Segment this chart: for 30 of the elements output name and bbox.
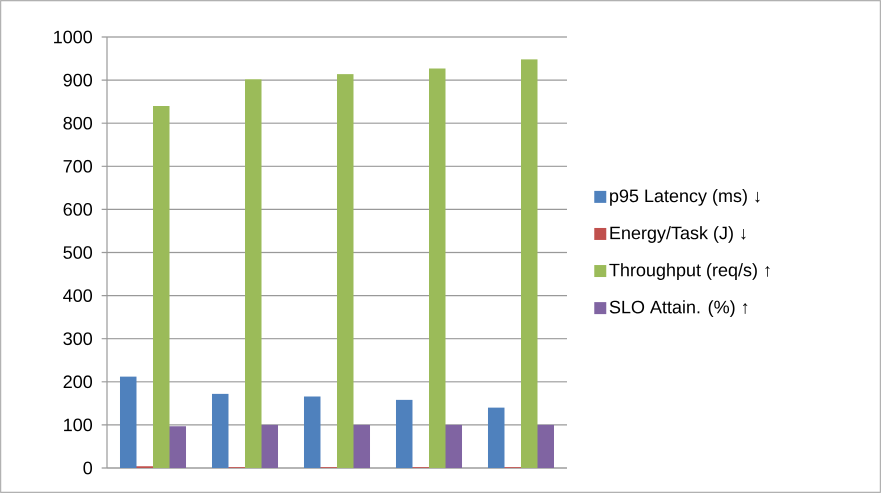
y-tick-label: 600: [64, 203, 92, 216]
y-tick-label: 200: [64, 375, 92, 388]
bar: [446, 424, 462, 468]
bar: [429, 68, 446, 468]
y-tick-label: 100: [64, 418, 92, 432]
y-tick-label: 400: [63, 289, 92, 302]
bar: [337, 74, 354, 468]
legend-label: SLO Attain. (%) ↑: [610, 300, 748, 318]
bar: [521, 59, 538, 468]
bar: [396, 400, 412, 468]
y-tick-label: 700: [64, 160, 92, 173]
y-tick-label: 300: [63, 332, 92, 346]
legend-label: p95 Latency (ms) ↓: [610, 189, 760, 206]
bar: [304, 396, 320, 468]
legend-label: Throughput (req/s) ↑: [609, 263, 770, 280]
y-tick-label: 0: [83, 462, 92, 474]
bar: [245, 79, 262, 468]
bar: [354, 424, 370, 468]
y-tick-label: 900: [64, 74, 92, 86]
bar: [153, 106, 170, 468]
bar: [538, 424, 554, 468]
bar: [212, 394, 228, 468]
bar: [120, 376, 136, 468]
legend-label: Energy/Task (J) ↓: [610, 226, 746, 243]
y-tick-label: 1000: [54, 30, 92, 44]
bar: [170, 426, 186, 468]
bar: [262, 424, 278, 468]
bar: [488, 408, 504, 468]
y-tick-label: 500: [63, 246, 92, 259]
y-tick-label: 800: [63, 116, 92, 130]
